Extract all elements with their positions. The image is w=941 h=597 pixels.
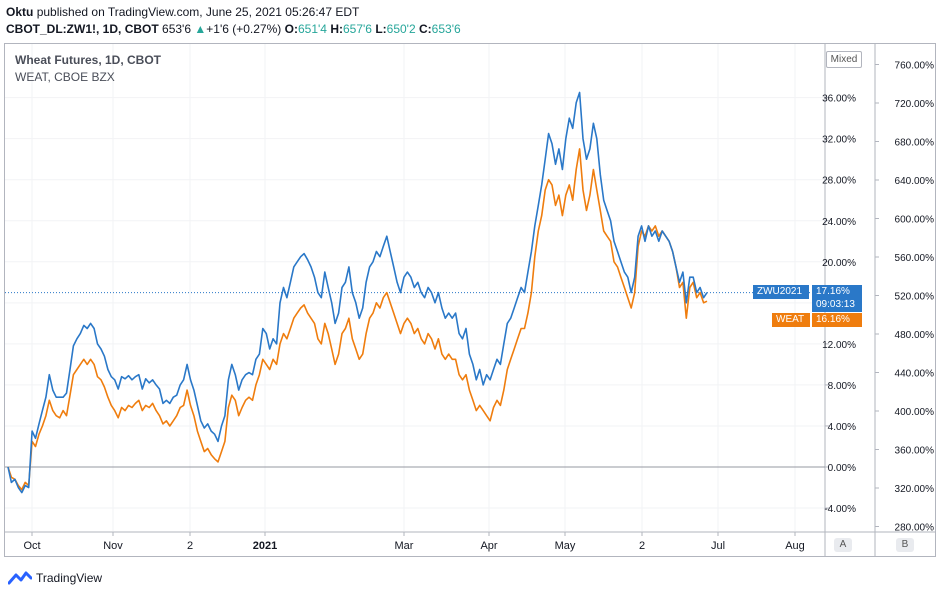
left-tick-label: -4.00% [824,504,856,515]
weat-tag-label: WEAT [776,314,805,325]
weat-value-tag: 16.16% [812,313,862,327]
zwu-tag-label: ZWU2021 [757,286,803,297]
up-arrow-icon: ▲ [194,22,207,36]
time-tick-label: Jul [711,540,725,552]
left-tick-label: 8.00% [828,381,856,392]
right-tick-label: 320.00% [895,484,935,495]
time-tick-label: Nov [103,540,123,552]
series-line-weat [7,148,708,491]
countdown-tag: 09:03:13 [812,298,862,312]
left-tick-label: 12.00% [822,340,856,351]
right-tick-label: 400.00% [895,407,935,418]
time-tick-label: 2 [187,540,193,552]
high-value: 657'6 [342,22,372,36]
right-axis-ticks: 280.00% 320.00% 360.00% 400.00% 440.00% 480.0… [875,61,934,534]
scale-mode-button[interactable]: Mixed [826,51,862,68]
left-tick-label: 4.00% [828,422,856,433]
left-tick-label: 0.00% [828,463,856,474]
weat-tag-value: 16.16% [816,314,850,325]
legend-compare[interactable]: WEAT, CBOE BZX [15,70,115,84]
last-price: 653'6 [162,22,192,36]
time-tick-label: Aug [785,540,805,552]
legend-title[interactable]: Wheat Futures, 1D, CBOT [15,53,162,67]
low-label: L: [375,22,387,36]
right-tick-label: 600.00% [895,215,935,226]
published-text: published on TradingView.com, June 25, 2… [36,5,360,19]
left-tick-label: 28.00% [822,176,856,187]
zwu-tag: ZWU2021 [753,285,809,299]
grid-lines [5,44,825,531]
scale-button-b[interactable]: B [896,538,914,552]
close-label: C: [419,22,432,36]
right-tick-label: 640.00% [895,176,935,187]
time-tick-label: 2021 [253,540,277,552]
close-value: 653'6 [431,22,461,36]
time-tick-label: 2 [639,540,645,552]
zwu-value-tag: 17.16% [812,285,862,299]
time-tick-label: Mar [395,540,414,552]
open-label: O: [284,22,298,36]
right-tick-label: 440.00% [895,369,935,380]
right-tick-label: 360.00% [895,446,935,457]
tradingview-logo-icon [8,571,32,585]
chart-pane[interactable] [4,43,936,557]
left-tick-label: 32.00% [822,135,856,146]
exchange-label: CBOT [124,22,159,36]
right-tick-label: 680.00% [895,138,935,149]
time-axis-ticks: Oct Nov 2 2021 Mar Apr May 2 Jul Aug [23,532,805,552]
brand-name: TradingView [36,571,103,585]
weat-tag: WEAT [772,313,810,327]
right-tick-label: 480.00% [895,330,935,341]
author-name[interactable]: Oktu [6,5,34,19]
low-value: 650'2 [386,22,416,36]
time-tick-label: Oct [23,540,40,552]
time-tick-label: Apr [480,540,497,552]
series-line-zwu2021 [7,91,708,494]
right-tick-label: 560.00% [895,253,935,264]
high-label: H: [330,22,343,36]
ohlc-line: CBOT_DL:ZW1!, 1D, CBOT 653'6 ▲+1'6 (+0.2… [6,22,461,36]
price-change: +1'6 (+0.27%) [206,22,282,36]
right-tick-label: 720.00% [895,99,935,110]
right-tick-label: 520.00% [895,292,935,303]
symbol-label[interactable]: CBOT_DL:ZW1!, 1D [6,22,118,36]
publish-line: Oktu published on TradingView.com, June … [6,5,359,19]
left-tick-label: 20.00% [822,258,856,269]
open-value: 651'4 [297,22,327,36]
right-tick-label: 280.00% [895,523,935,534]
left-tick-label: 24.00% [822,217,856,228]
right-tick-label: 760.00% [895,61,935,72]
time-tick-label: May [555,540,576,552]
scale-button-a[interactable]: A [834,538,852,552]
countdown-value: 09:03:13 [816,299,855,310]
zwu-tag-value: 17.16% [816,286,850,297]
footer-brand[interactable]: TradingView [8,570,102,586]
left-tick-label: 36.00% [822,94,856,105]
